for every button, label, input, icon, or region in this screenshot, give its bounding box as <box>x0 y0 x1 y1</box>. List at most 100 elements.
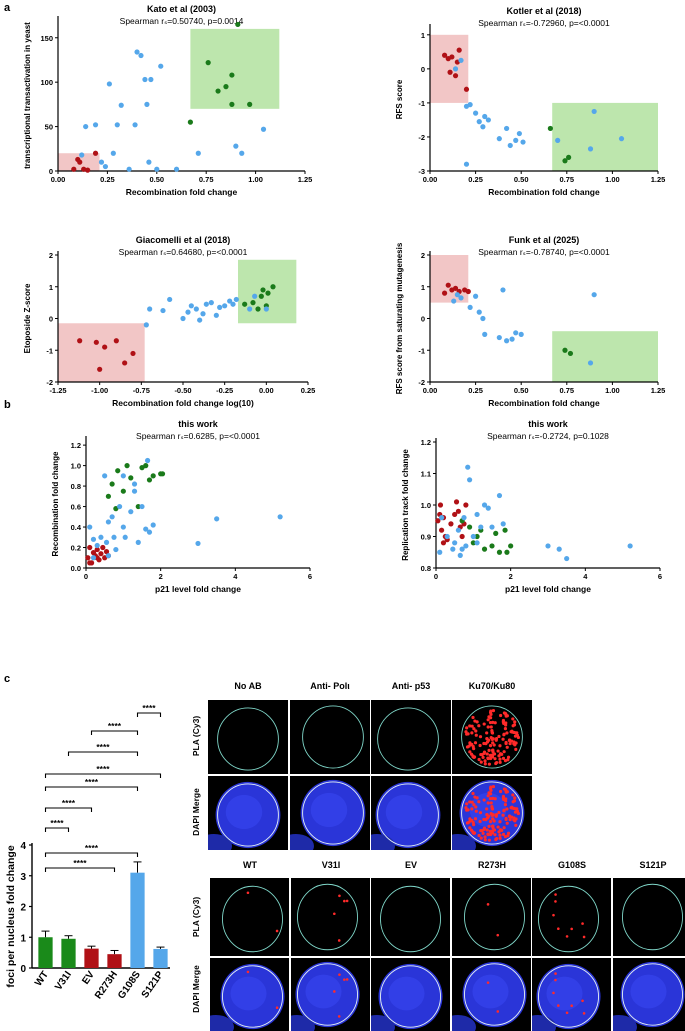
data-point-blue <box>500 287 506 293</box>
data-point-green <box>143 463 149 469</box>
pla-focus <box>506 758 510 762</box>
pla-image <box>532 878 611 956</box>
panel-letter-a: a <box>4 2 11 14</box>
pla-focus <box>471 791 475 796</box>
data-point-green <box>504 549 510 555</box>
data-point-red <box>439 527 445 533</box>
pla-focus <box>482 798 486 802</box>
chart-kotler: Kotler et al (2018) Spearman rₛ=-0.72960,… <box>395 6 665 197</box>
data-point-green <box>474 533 480 540</box>
chart-this_work_right: this work Spearman rₛ=-0.2724, p=0.1028 0 2… <box>401 419 662 594</box>
pla-focus <box>472 803 476 807</box>
red-region-box <box>430 34 469 103</box>
data-point-blue <box>118 102 124 108</box>
pla-focus <box>489 725 493 729</box>
data-point-green <box>120 488 126 494</box>
neighbor-nucleus <box>208 834 232 850</box>
pla-focus <box>496 933 500 937</box>
data-point-red <box>77 159 83 165</box>
pla-focus <box>501 832 506 836</box>
nucleus-outline <box>377 707 439 771</box>
x-tick-label: -1.25 <box>49 386 66 395</box>
pla-focus <box>488 744 493 748</box>
data-point-blue <box>247 306 253 312</box>
y-tick-label: 0.8 <box>71 482 81 491</box>
y-tick-label: 0 <box>421 315 425 324</box>
pla-focus <box>489 756 493 761</box>
neighbor-nucleus <box>532 1015 556 1031</box>
pla-focus <box>581 999 584 1003</box>
data-point-blue <box>131 481 138 487</box>
data-point-red <box>122 360 128 366</box>
pla-focus <box>246 970 250 974</box>
data-point-blue <box>485 505 491 511</box>
data-point-blue <box>146 529 153 535</box>
micrograph-svg <box>371 963 443 1031</box>
pla-focus <box>483 759 487 763</box>
x-tick-label: -0.25 <box>216 386 233 395</box>
data-point-green <box>187 119 193 125</box>
pla-focus <box>504 740 508 745</box>
x-tick-label: 0.25 <box>100 175 115 184</box>
data-point-blue <box>457 552 463 559</box>
y-tick-label: -3 <box>418 167 425 176</box>
x-tick-label: 0.75 <box>559 386 574 395</box>
data-point-blue <box>167 296 173 303</box>
pla-focus <box>468 819 473 823</box>
data-point-blue <box>520 139 526 145</box>
data-point-blue <box>147 306 153 312</box>
data-point-blue <box>185 309 191 315</box>
x-axis-label: p21 level fold change <box>155 584 241 594</box>
data-point-blue <box>474 511 480 518</box>
dapi-merge-image <box>208 776 288 850</box>
pla-focus <box>486 718 490 722</box>
pla-focus <box>502 733 506 737</box>
data-point-blue <box>467 477 473 483</box>
micrograph-svg <box>622 883 683 951</box>
pla-image <box>371 878 450 956</box>
dapi-merge-image <box>452 776 532 850</box>
pla-focus <box>343 899 346 903</box>
pla-focus <box>477 800 481 804</box>
pla-focus <box>514 823 518 827</box>
data-point-blue <box>146 159 152 165</box>
pla-focus <box>498 760 502 764</box>
micrograph-svg <box>464 883 525 951</box>
nucleus-outline <box>377 783 439 847</box>
data-point-red <box>452 511 458 518</box>
pla-focus <box>501 813 505 817</box>
pla-focus <box>501 718 506 723</box>
x-tick-label: 0.50 <box>514 386 529 395</box>
pla-focus <box>489 801 493 805</box>
data-point-blue <box>489 524 495 530</box>
micrograph-svg <box>613 961 685 1031</box>
chart-funk: Funk et al (2025) Spearman rₛ=-0.78740, p… <box>395 235 665 408</box>
pla-focus <box>471 831 475 835</box>
pla-focus <box>582 935 586 939</box>
data-point-red <box>440 540 447 546</box>
pla-focus <box>487 838 491 842</box>
pla-focus <box>465 745 470 749</box>
pla-focus <box>513 810 518 814</box>
y-tick-label: 1.1 <box>421 470 431 479</box>
nucleus-outline <box>461 781 523 845</box>
pla-focus <box>514 747 518 751</box>
pla-focus <box>491 720 495 724</box>
pla-focus <box>554 893 557 896</box>
bar-S121P <box>153 948 168 968</box>
green-region-box <box>190 28 280 109</box>
data-point-blue <box>230 301 236 307</box>
data-point-blue <box>564 555 570 562</box>
data-point-red <box>449 54 455 60</box>
y-axis-label: RFS score <box>395 79 404 119</box>
y-tick-label: 50 <box>45 123 53 132</box>
pla-focus <box>516 811 520 816</box>
nucleus-outline <box>538 885 599 953</box>
data-point-red <box>456 47 462 53</box>
micrograph-svg <box>538 885 599 953</box>
micrograph-column-label: EV <box>404 860 417 870</box>
y-tick-label: 100 <box>40 78 53 87</box>
data-point-blue <box>120 524 126 530</box>
data-point-green <box>260 287 266 293</box>
pla-focus <box>470 807 474 811</box>
